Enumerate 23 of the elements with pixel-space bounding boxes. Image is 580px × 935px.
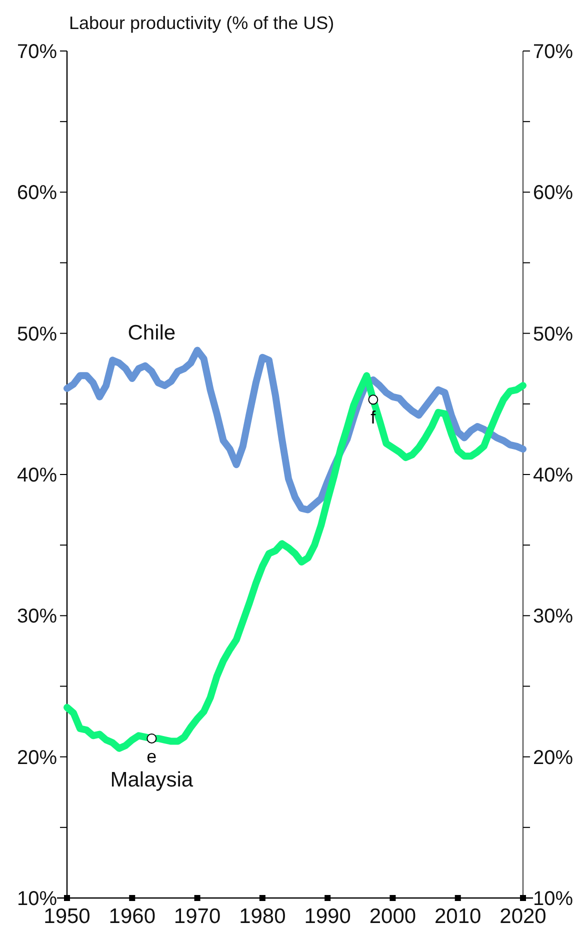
y2-tick-label: 40% (533, 464, 574, 486)
x-tick-label: 1990 (304, 905, 351, 928)
series-label: Chile (128, 321, 176, 344)
y2-tick-label: 60% (533, 182, 574, 204)
y2-tick-label: 30% (533, 606, 574, 628)
y-tick-label: 20% (16, 746, 58, 769)
x-tick-label: 1960 (108, 905, 156, 928)
y2-tick-label: 70% (533, 41, 574, 63)
y-tick-label: 50% (16, 323, 58, 346)
x-tick-label: 1970 (174, 905, 221, 928)
x-tick-label: 2000 (369, 905, 416, 928)
y-tick-label: 40% (16, 464, 58, 486)
x-tick-label: 1980 (239, 905, 286, 928)
y-tick-label: 60% (16, 182, 58, 204)
x-tick-label: 2010 (434, 905, 482, 928)
y-tick-label: 70% (16, 41, 58, 63)
y-tick-label: 30% (16, 606, 58, 628)
chart-title: Labour productivity (% of the US) (69, 13, 334, 33)
y2-tick-label: 20% (533, 746, 574, 769)
y2-tick-label: 50% (533, 323, 574, 346)
annotation: f (370, 408, 377, 428)
series-label: Malaysia (110, 768, 194, 792)
annotation: e (146, 746, 157, 766)
